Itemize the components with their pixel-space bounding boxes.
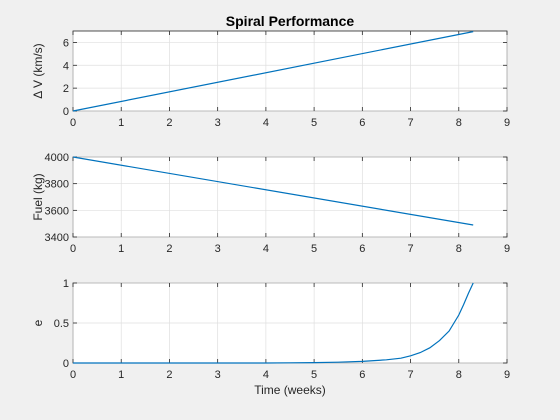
x-tick-label: 5 <box>311 117 317 129</box>
x-tick-label: 6 <box>359 243 365 255</box>
series-line <box>72 156 474 226</box>
y-tick-label: 1 <box>63 278 69 290</box>
x-tick-label: 4 <box>263 369 269 381</box>
x-tick-label: 0 <box>70 243 76 255</box>
x-tick-label: 5 <box>311 369 317 381</box>
subplot-fuel: Fuel (kg) 0 1 2 3 4 5 6 7 8 9 3400 3600 3800 4000 <box>31 152 510 255</box>
x-tick-label: 9 <box>504 369 510 381</box>
y-tick-label: 4 <box>63 60 69 72</box>
axes-frame <box>72 156 508 238</box>
x-tick-label: 6 <box>359 369 365 381</box>
x-tick-label: 8 <box>456 369 462 381</box>
x-tick-label: 7 <box>407 117 413 129</box>
y-axis-label: Fuel (kg) <box>31 173 45 220</box>
x-tick-label: 0 <box>70 117 76 129</box>
y-axis-label: e <box>31 319 45 326</box>
y-tick-label: 3600 <box>45 205 69 217</box>
y-tick-label: 6 <box>63 37 69 49</box>
subplot-delta-v: Spiral Performance Δ V (km/s) 0 1 2 3 4 5 6 7 8 9… <box>31 13 510 129</box>
x-tick-label: 7 <box>407 243 413 255</box>
x-tick-label: 3 <box>215 243 221 255</box>
y-tick-label: 3400 <box>45 232 69 244</box>
x-tick-label: 1 <box>118 117 124 129</box>
x-axis-label: Time (weeks) <box>254 383 326 397</box>
x-tick-label: 4 <box>263 117 269 129</box>
y-tick-label: 0 <box>63 106 69 118</box>
x-tick-label: 8 <box>456 117 462 129</box>
x-tick-label: 6 <box>359 117 365 129</box>
y-tick-label: 3800 <box>45 179 69 191</box>
axes-frame <box>72 30 508 112</box>
series-line <box>72 31 474 112</box>
series-line <box>73 282 474 364</box>
y-tick-label: 0.5 <box>54 318 69 330</box>
grid <box>72 31 508 112</box>
ticks: 0 1 2 3 4 5 6 7 8 9 0 2 4 6 <box>63 31 510 129</box>
x-tick-label: 1 <box>118 243 124 255</box>
x-tick-label: 4 <box>263 243 269 255</box>
x-tick-label: 2 <box>166 243 172 255</box>
x-tick-label: 1 <box>118 369 124 381</box>
y-tick-label: 0 <box>63 358 69 370</box>
y-tick-label: 4000 <box>45 152 69 164</box>
y-tick-label: 2 <box>63 83 69 95</box>
x-tick-label: 2 <box>166 117 172 129</box>
x-tick-label: 2 <box>166 369 172 381</box>
subplot-eccentricity: e Time (weeks) 0 1 2 3 4 5 6 7 8 9 0 0.5 1 <box>31 278 510 397</box>
grid <box>72 156 508 238</box>
x-tick-label: 9 <box>504 117 510 129</box>
x-tick-label: 3 <box>215 117 221 129</box>
x-tick-label: 7 <box>407 369 413 381</box>
x-tick-label: 5 <box>311 243 317 255</box>
x-tick-label: 3 <box>215 369 221 381</box>
x-tick-label: 0 <box>70 369 76 381</box>
y-axis-label: Δ V (km/s) <box>31 43 45 98</box>
x-tick-label: 9 <box>504 243 510 255</box>
x-tick-label: 8 <box>456 243 462 255</box>
ticks: 0 1 2 3 4 5 6 7 8 9 3400 3600 3800 4000 <box>45 152 511 255</box>
chart-title: Spiral Performance <box>226 13 355 29</box>
